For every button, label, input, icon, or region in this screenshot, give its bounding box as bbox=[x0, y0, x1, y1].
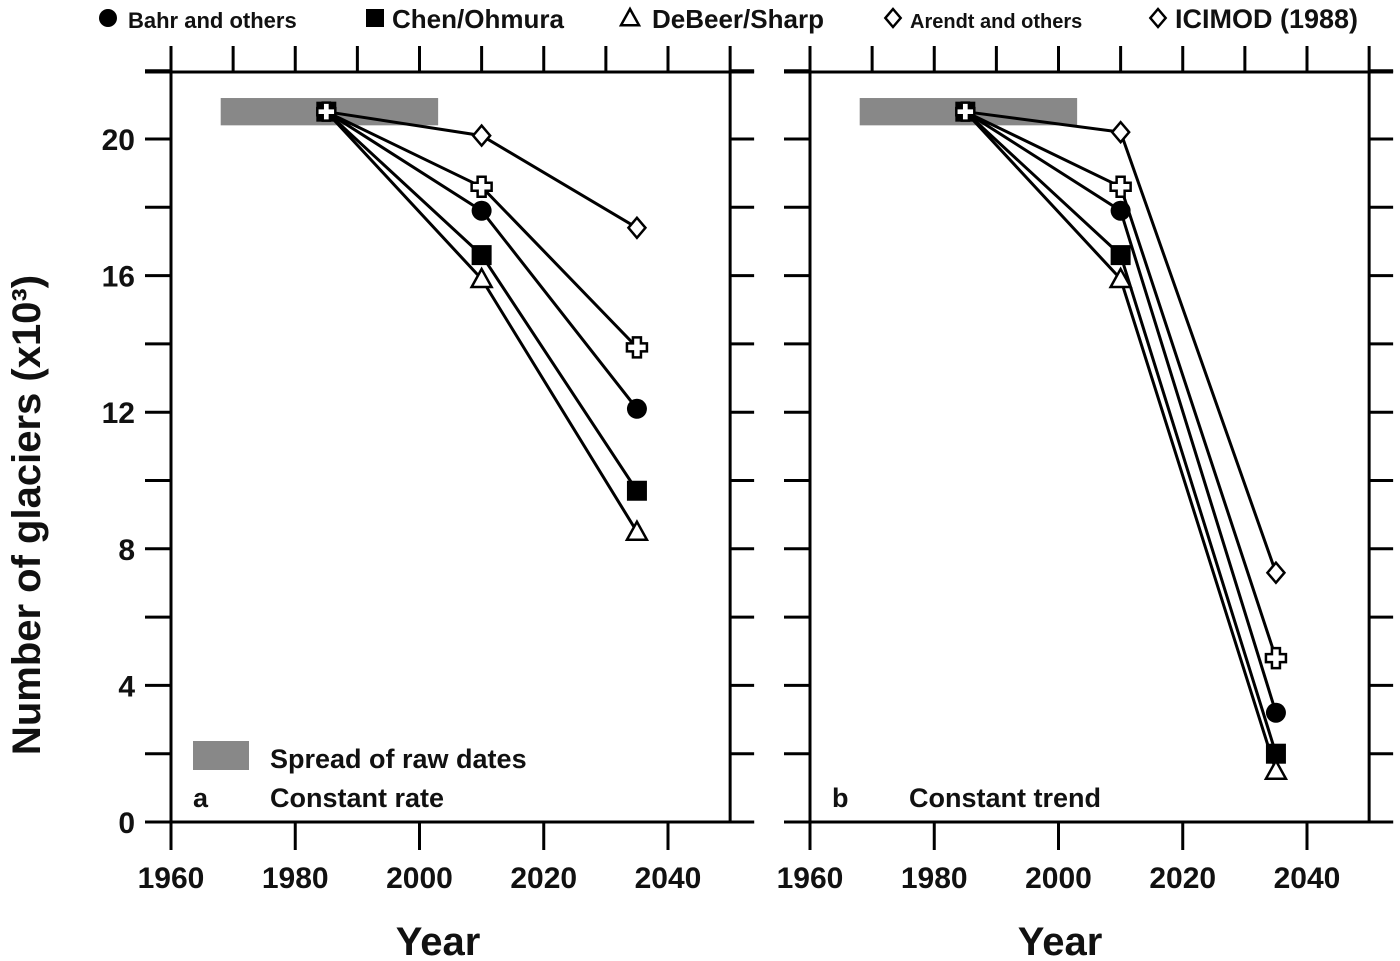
data-point-start-cross bbox=[316, 101, 337, 122]
data-point-square bbox=[1265, 743, 1286, 764]
x-tick-label: 2020 bbox=[510, 862, 577, 895]
data-point-square bbox=[626, 480, 647, 501]
legend-item: DeBeer/Sharp bbox=[618, 4, 824, 34]
data-point-square bbox=[471, 245, 492, 266]
y-tick-label: 0 bbox=[118, 807, 135, 840]
data-point-cross bbox=[625, 336, 649, 359]
x-tick-label: 1960 bbox=[138, 862, 205, 895]
data-point-diamond bbox=[471, 123, 492, 148]
legend: Bahr and others Chen/Ohmura DeBeer/Sharp Ar… bbox=[99, 4, 1358, 34]
y-tick-label: 4 bbox=[118, 670, 135, 703]
legend-label: Chen/Ohmura bbox=[392, 4, 564, 34]
legend-label: Bahr and others bbox=[128, 8, 297, 33]
data-point-diamond bbox=[1110, 120, 1131, 145]
data-point-triangle bbox=[469, 266, 494, 289]
legend-marker-icon bbox=[366, 9, 384, 27]
spread-legend-swatch bbox=[193, 741, 249, 770]
legend-marker-icon bbox=[618, 6, 642, 27]
plot-frame bbox=[169, 70, 732, 824]
y-tick-label: 8 bbox=[118, 534, 135, 567]
y-axis-label: Number of glaciers (x10³) bbox=[5, 275, 49, 755]
legend-marker-icon bbox=[99, 9, 117, 27]
y-tick-label: 16 bbox=[102, 261, 135, 294]
panel-letter: b bbox=[832, 783, 849, 813]
legend-item: ICIMOD (1988) bbox=[1148, 4, 1358, 34]
x-axis-label-b: Year bbox=[1018, 920, 1103, 961]
legend-label: Arendt and others bbox=[910, 11, 1082, 33]
x-tick-label: 2020 bbox=[1149, 862, 1216, 895]
panel-a: 0 4 8 12 16 20 1960 1980 2000 2020 2040 Spread of r… bbox=[102, 46, 755, 895]
legend-item: Bahr and others bbox=[99, 8, 297, 33]
data-point-cross bbox=[1109, 175, 1132, 199]
data-point-circle bbox=[626, 398, 647, 419]
panel-b: 1960 1980 2000 2020 2040 b Constant trend bbox=[777, 46, 1394, 895]
x-tick-label: 2040 bbox=[635, 862, 702, 895]
x-tick-label: 1960 bbox=[777, 862, 844, 895]
data-point-circle bbox=[471, 200, 492, 221]
panel-title: Constant trend bbox=[909, 783, 1101, 813]
series-line bbox=[325, 110, 639, 533]
y-tick-label: 12 bbox=[102, 397, 135, 430]
legend-marker-icon bbox=[1148, 7, 1168, 29]
panel-title: Constant rate bbox=[270, 783, 444, 813]
y-tick-label: 20 bbox=[102, 124, 135, 157]
data-point-diamond bbox=[626, 215, 648, 240]
data-point-triangle bbox=[624, 519, 650, 541]
x-axis-label-a: Year bbox=[396, 920, 481, 961]
legend-label: ICIMOD (1988) bbox=[1175, 4, 1358, 34]
data-point-circle bbox=[1110, 200, 1131, 221]
legend-item: Arendt and others bbox=[883, 7, 1082, 33]
x-tick-label: 1980 bbox=[262, 862, 329, 895]
data-point-cross bbox=[1264, 646, 1288, 670]
data-point-triangle bbox=[1263, 758, 1289, 781]
data-point-circle bbox=[1265, 702, 1286, 723]
x-tick-label: 2040 bbox=[1274, 862, 1341, 895]
data-point-start-cross bbox=[955, 101, 976, 122]
spread-legend-label: Spread of raw dates bbox=[270, 744, 527, 774]
data-point-cross bbox=[470, 175, 493, 199]
legend-label: DeBeer/Sharp bbox=[652, 4, 824, 34]
legend-marker-icon bbox=[883, 7, 903, 29]
legend-item: Chen/Ohmura bbox=[366, 4, 564, 34]
data-point-diamond bbox=[1265, 560, 1287, 585]
data-point-triangle bbox=[1108, 266, 1133, 289]
x-tick-label: 2000 bbox=[1025, 862, 1092, 895]
panel-letter: a bbox=[193, 783, 209, 813]
x-tick-label: 1980 bbox=[901, 862, 968, 895]
data-point-square bbox=[1110, 245, 1131, 266]
x-tick-label: 2000 bbox=[386, 862, 453, 895]
panels: 0 4 8 12 16 20 1960 1980 2000 2020 2040 Spread of r… bbox=[102, 46, 1394, 895]
